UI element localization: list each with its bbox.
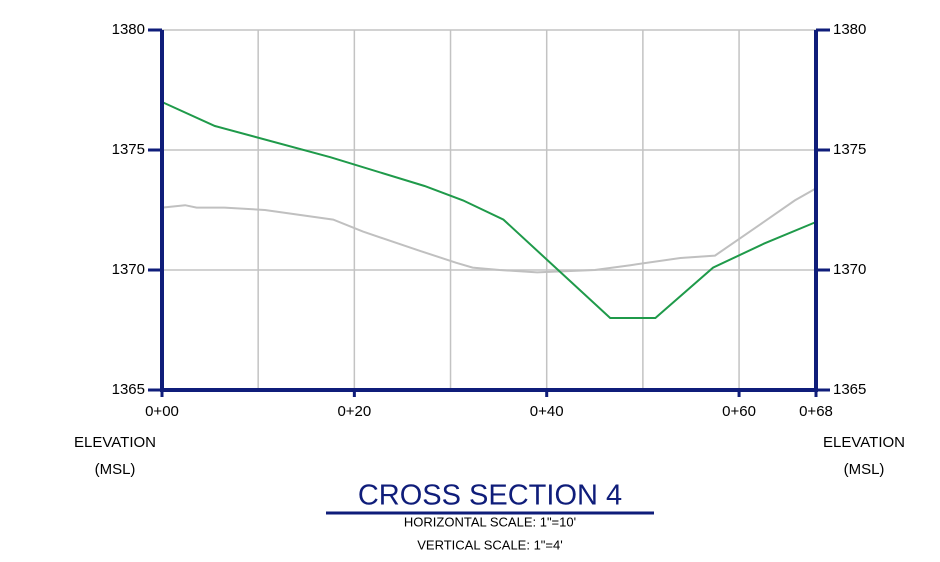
x-tick-label: 0+68	[799, 403, 833, 420]
x-tick-label: 0+20	[337, 403, 371, 420]
y2-axis-label: (MSL)	[844, 461, 885, 478]
y2-tick-label: 1375	[833, 141, 866, 158]
y-tick-label: 1370	[112, 261, 145, 278]
series-line	[161, 101, 817, 319]
y2-axis-label: ELEVATION	[823, 434, 905, 451]
subtitle: HORIZONTAL SCALE: 1"=10'	[404, 514, 576, 529]
y2-tick-label: 1380	[833, 21, 866, 38]
x-tick-label: 0+40	[530, 403, 564, 420]
x-tick-label: 0+00	[145, 403, 179, 420]
series-line	[161, 187, 817, 274]
y-axis-label: (MSL)	[95, 461, 136, 478]
subtitle: VERTICAL SCALE: 1"=4'	[417, 537, 562, 552]
y2-tick-label: 1365	[833, 381, 866, 398]
y-axis-label: ELEVATION	[74, 434, 156, 451]
x-tick-label: 0+60	[722, 403, 756, 420]
chart-title: CROSS SECTION 4	[358, 480, 622, 512]
y-tick-label: 1365	[112, 381, 145, 398]
y2-tick-label: 1370	[833, 261, 866, 278]
y-tick-label: 1375	[112, 141, 145, 158]
y-tick-label: 1380	[112, 21, 145, 38]
